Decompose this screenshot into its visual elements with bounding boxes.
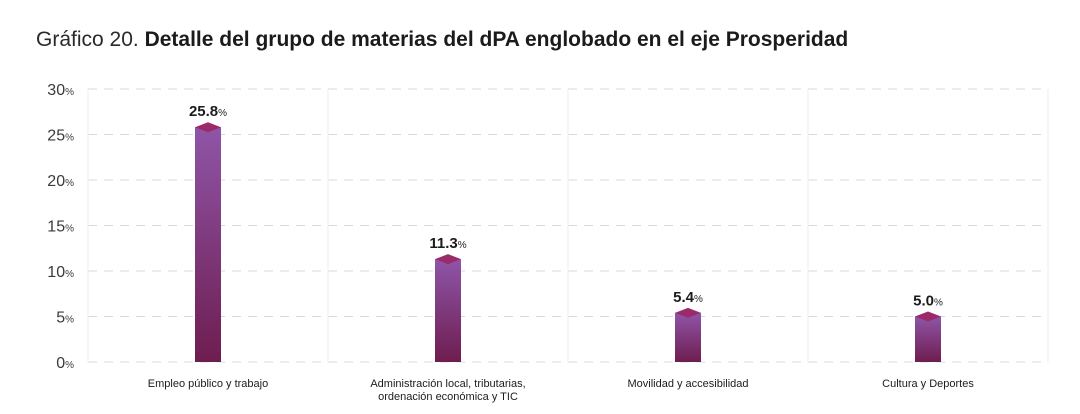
- data-label: 11.3%: [429, 235, 466, 252]
- category-label: Empleo público y trabajo: [148, 378, 268, 390]
- bar-cap: [195, 122, 221, 133]
- category-label: Administración local, tributarias, ordena…: [370, 378, 525, 403]
- y-tick-label: 5%: [56, 310, 74, 327]
- chart-title: Gráfico 20. Detalle del grupo de materia…: [36, 28, 848, 52]
- bars: [195, 122, 941, 362]
- y-tick-label: 0%: [56, 355, 74, 372]
- chart-title-prefix: Gráfico 20.: [36, 28, 139, 51]
- bar: [915, 316, 941, 362]
- chart-title-main: Detalle del grupo de materias del dPA en…: [144, 28, 849, 51]
- bar: [435, 259, 461, 362]
- y-tick-label: 30%: [47, 82, 74, 99]
- grid-lines: [87, 88, 1049, 363]
- y-tick-label: 10%: [47, 264, 74, 281]
- bar: [195, 127, 221, 362]
- y-axis-tick-labels: 0% 5% 10% 15% 20% 25% 30%: [47, 82, 74, 372]
- y-tick-label: 25%: [47, 128, 74, 145]
- y-tick-label: 20%: [47, 173, 74, 190]
- bar-cap: [435, 254, 461, 265]
- data-label: 25.8%: [189, 103, 227, 120]
- bar-cap: [915, 311, 941, 322]
- y-tick-label: 15%: [47, 219, 74, 236]
- category-label: Movilidad y accesibilidad: [627, 378, 748, 390]
- data-labels: 25.8% 11.3% 5.4% 5.0%: [189, 103, 943, 309]
- category-labels: Empleo público y trabajo Administración l…: [148, 378, 975, 403]
- data-label: 5.0%: [913, 293, 943, 310]
- bar: [675, 312, 701, 362]
- bar-cap: [675, 307, 701, 318]
- category-label: Cultura y Deportes: [882, 378, 974, 390]
- data-label: 5.4%: [673, 289, 703, 306]
